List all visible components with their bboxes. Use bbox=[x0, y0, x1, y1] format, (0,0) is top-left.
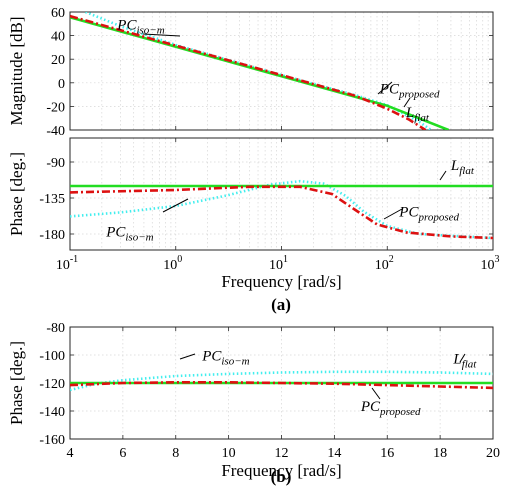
y-tick-label: -160 bbox=[39, 433, 65, 448]
annotation-pointer bbox=[142, 33, 181, 37]
x-tick-exponent: 0 bbox=[177, 254, 182, 265]
annotation-label: PCproposed bbox=[360, 399, 421, 418]
annotation-pointer bbox=[377, 81, 393, 95]
y-tick-label: -180 bbox=[39, 228, 65, 243]
y-tick-label: -80 bbox=[46, 321, 65, 336]
annotation-base: PC bbox=[398, 204, 419, 220]
x-axis-label: Frequency [rad/s] bbox=[221, 461, 341, 480]
annotation-pointer bbox=[439, 170, 447, 181]
plot-panel-0: -40-200204060PCiso−mPCproposedLflatMagni… bbox=[7, 6, 494, 139]
annotation-subscript: flat bbox=[414, 112, 430, 124]
annotation-base: PC bbox=[116, 18, 137, 34]
panel-label-b: (b) bbox=[271, 467, 292, 486]
annotation-base: L bbox=[452, 351, 461, 367]
y-axis-label: Phase [deg.] bbox=[7, 341, 26, 425]
x-tick-label: 20 bbox=[486, 446, 500, 461]
y-tick-label: -40 bbox=[46, 124, 65, 139]
annotation-label: Lflat bbox=[450, 158, 475, 177]
panel-label-a: (a) bbox=[271, 295, 291, 314]
x-tick-label: 12 bbox=[275, 446, 289, 461]
x-tick-label: 10-1 bbox=[56, 254, 78, 273]
annotation-subscript: proposed bbox=[417, 211, 459, 223]
annotation-subscript: iso−m bbox=[221, 356, 249, 368]
annotation-label: Lflat bbox=[452, 351, 477, 370]
y-tick-label: -140 bbox=[39, 405, 65, 420]
annotation-label: PCproposed bbox=[379, 81, 440, 100]
x-tick-label: 10 bbox=[222, 446, 236, 461]
annotation-label: PCiso−m bbox=[105, 224, 153, 243]
annotation-base: PC bbox=[360, 399, 381, 415]
annotation-pointer bbox=[459, 353, 466, 363]
series-line-pc-iso-m bbox=[70, 179, 493, 240]
annotation-subscript: proposed bbox=[398, 88, 440, 100]
annotation-pointer bbox=[383, 208, 403, 220]
x-tick-label: 14 bbox=[327, 446, 341, 461]
x-tick-label: 16 bbox=[380, 446, 394, 461]
annotation-base: L bbox=[450, 158, 459, 174]
series-group bbox=[70, 370, 493, 392]
series-group bbox=[70, 179, 493, 240]
x-tick-exponent: -1 bbox=[70, 254, 78, 265]
annotation-pointer bbox=[179, 353, 196, 360]
x-tick-exponent: 1 bbox=[283, 254, 288, 265]
x-tick-label: 6 bbox=[119, 446, 126, 461]
x-tick-label: 103 bbox=[481, 254, 500, 273]
y-tick-label: 60 bbox=[51, 6, 65, 21]
x-tick-label: 101 bbox=[269, 254, 288, 273]
x-tick-label: 18 bbox=[433, 446, 447, 461]
annotation-subscript: iso−m bbox=[125, 231, 153, 243]
annotation-subscript: flat bbox=[459, 165, 475, 177]
x-tick-label: 102 bbox=[375, 254, 394, 273]
y-tick-label: 0 bbox=[58, 77, 65, 92]
annotation-base: L bbox=[405, 105, 414, 121]
annotation-base: PC bbox=[105, 224, 126, 240]
y-axis-label: Phase [deg.] bbox=[7, 152, 26, 236]
annotation-label: PCiso−m bbox=[201, 349, 249, 368]
series-line-pc-proposed bbox=[70, 14, 427, 130]
annotation-pointer bbox=[162, 198, 189, 213]
y-tick-label: -100 bbox=[39, 349, 65, 364]
y-tick-label: -20 bbox=[46, 100, 65, 115]
y-tick-label: -120 bbox=[39, 377, 65, 392]
y-tick-label: 40 bbox=[51, 30, 65, 45]
y-axis-label: Magnitude [dB] bbox=[7, 16, 26, 125]
annotation-label: PCproposed bbox=[398, 204, 459, 223]
plot-panel-2: -160-140-120-100-804 6 8 10 12 14 16 18 20PCiso−… bbox=[7, 321, 500, 480]
x-tick-exponent: 3 bbox=[495, 254, 500, 265]
series-group bbox=[70, 12, 450, 130]
annotation-subscript: proposed bbox=[379, 406, 421, 418]
series-line-pc-proposed bbox=[70, 185, 493, 240]
annotation-label: Lflat bbox=[405, 105, 430, 124]
y-tick-label: -90 bbox=[46, 156, 65, 171]
y-tick-label: -135 bbox=[39, 192, 65, 207]
x-tick-label: 8 bbox=[172, 446, 179, 461]
x-axis-label: Frequency [rad/s] bbox=[221, 272, 341, 291]
annotation-pointer bbox=[371, 387, 381, 400]
annotation-label: PCiso−m bbox=[116, 18, 164, 37]
annotation-pointer bbox=[403, 97, 411, 108]
x-tick-label: 100 bbox=[163, 254, 182, 273]
x-tick-label: 4 bbox=[67, 446, 74, 461]
annotation-base: PC bbox=[201, 349, 222, 365]
annotation-subscript: flat bbox=[462, 358, 478, 370]
annotation-base: PC bbox=[379, 81, 400, 97]
series-line-pc-proposed bbox=[70, 380, 493, 390]
y-tick-label: 20 bbox=[51, 53, 65, 68]
series-line-l-flat bbox=[70, 16, 450, 130]
x-tick-exponent: 2 bbox=[389, 254, 394, 265]
